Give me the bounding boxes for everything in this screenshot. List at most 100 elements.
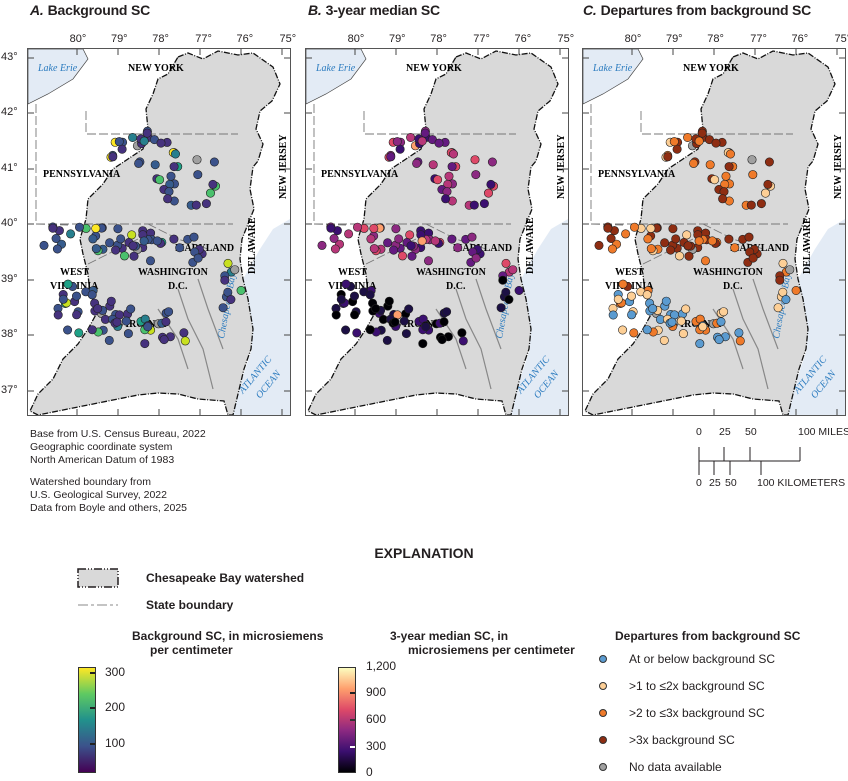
explanation-title: EXPLANATION [374,545,474,561]
monitoring-site-point [479,199,489,209]
latitude-label: 41° [1,162,18,174]
longitude-label: 77° [473,33,490,45]
monitoring-site-point [418,339,428,349]
monitoring-site-point [401,329,411,339]
state-boundaries [313,104,516,265]
monitoring-site-point [390,317,400,327]
departures-legend-item: >3x background SC [599,733,735,747]
monitoring-site-point [684,251,694,261]
monitoring-site-point [430,236,440,246]
panel-a-title: A. Background SC [30,2,151,18]
monitoring-site-point [629,328,639,338]
latitude-label: 37° [1,384,18,396]
monitoring-site-point [705,160,715,170]
departures-legend-item: No data available [599,760,722,774]
monitoring-site-point [471,170,481,180]
monitoring-site-point [453,243,463,253]
monitoring-site-point [329,234,339,244]
monitoring-site-point [72,310,82,320]
monitoring-site-point [626,291,636,301]
legend-watershed: Chesapeake Bay watershed [76,567,304,589]
monitoring-site-point [721,171,731,181]
monitoring-site-point [672,144,682,154]
longitude-label: 78° [152,33,169,45]
scale-bar: 0 25 50 100 MILES 0 25 50 100 KILOMETERS [668,425,848,495]
monitoring-site-point [48,223,58,233]
svg-text:Lake Erie: Lake Erie [37,63,78,74]
monitoring-site-point [594,240,604,250]
monitoring-site-point [192,155,202,165]
monitoring-site-point [447,234,457,244]
monitoring-site-point [317,240,327,250]
monitoring-site-point [128,241,138,251]
monitoring-site-point [371,304,381,314]
monitoring-site-point [129,251,139,261]
monitoring-site-point [193,170,203,180]
monitoring-site-point [180,336,190,346]
svg-text:NEW YORK: NEW YORK [683,63,739,74]
monitoring-site-point [676,316,686,326]
lake-erie-water [306,49,367,105]
monitoring-site-point [63,279,73,289]
monitoring-site-point [220,275,230,285]
monitoring-site-point [469,200,479,210]
monitoring-site-point [114,137,124,147]
cb-tick [350,746,355,748]
longitude-label: 79° [665,33,683,45]
monitoring-site-point [504,295,514,305]
monitoring-site-point [206,188,216,198]
monitoring-site-point [191,200,201,210]
svg-text:NEW YORK: NEW YORK [128,63,184,74]
longitude-label: 75° [557,33,575,45]
monitoring-site-point [127,230,137,240]
monitoring-site-point [52,244,62,254]
monitoring-site-point [761,188,771,198]
point-symbol-icon [599,655,607,663]
monitoring-site-point [331,310,341,320]
monitoring-site-point [424,256,434,266]
monitoring-site-point [643,234,653,244]
monitoring-site-point [711,138,721,148]
monitoring-site-point [394,234,404,244]
monitoring-site-point [369,244,379,254]
monitoring-site-point [91,223,101,233]
svg-text:NEW JERSEY: NEW JERSEY [556,134,567,199]
monitoring-site-point [646,223,656,233]
cb-tick [350,692,355,694]
monitoring-site-point [734,328,744,338]
map-panel-background-sc: Lake Erie NEW YORK PENNSYLVANIA MARYLAND WES… [27,48,291,416]
svg-text:NEW YORK: NEW YORK [406,63,462,74]
departures-legend-title: Departures from background SC [615,629,801,643]
monitoring-site-point [606,234,616,244]
monitoring-site-point [697,128,707,138]
monitoring-site-point [113,224,123,234]
longitude-label: 77° [750,33,767,45]
svg-text:NEW JERSEY: NEW JERSEY [278,134,289,199]
monitoring-site-point [74,328,84,338]
monitoring-site-point [642,290,652,300]
svg-text:WEST: WEST [60,267,89,278]
monitoring-site-point [152,236,162,246]
monitoring-site-point [112,317,122,327]
monitoring-site-point [428,160,438,170]
longitude-label: 79° [110,33,128,45]
monitoring-site-point [104,335,114,345]
monitoring-site-point [775,275,785,285]
latitude-label: 40° [1,217,18,229]
monitoring-site-point [683,241,693,251]
monitoring-site-point [161,317,171,327]
svg-text:MARYLAND: MARYLAND [453,243,512,254]
monitoring-site-point [449,149,459,159]
monitoring-site-point [791,286,801,296]
monitoring-site-point [120,251,130,261]
monitoring-site-point [201,199,211,209]
svg-text:MARYLAND: MARYLAND [730,243,789,254]
monitoring-site-point [365,290,375,300]
monitoring-site-point [58,294,68,304]
monitoring-site-point [747,155,757,165]
monitoring-site-point [487,157,497,167]
monitoring-site-point [156,138,166,148]
longitude-label: 76° [236,33,254,45]
latitude-label: 42° [1,106,18,118]
atlantic-ocean-water [233,219,290,415]
